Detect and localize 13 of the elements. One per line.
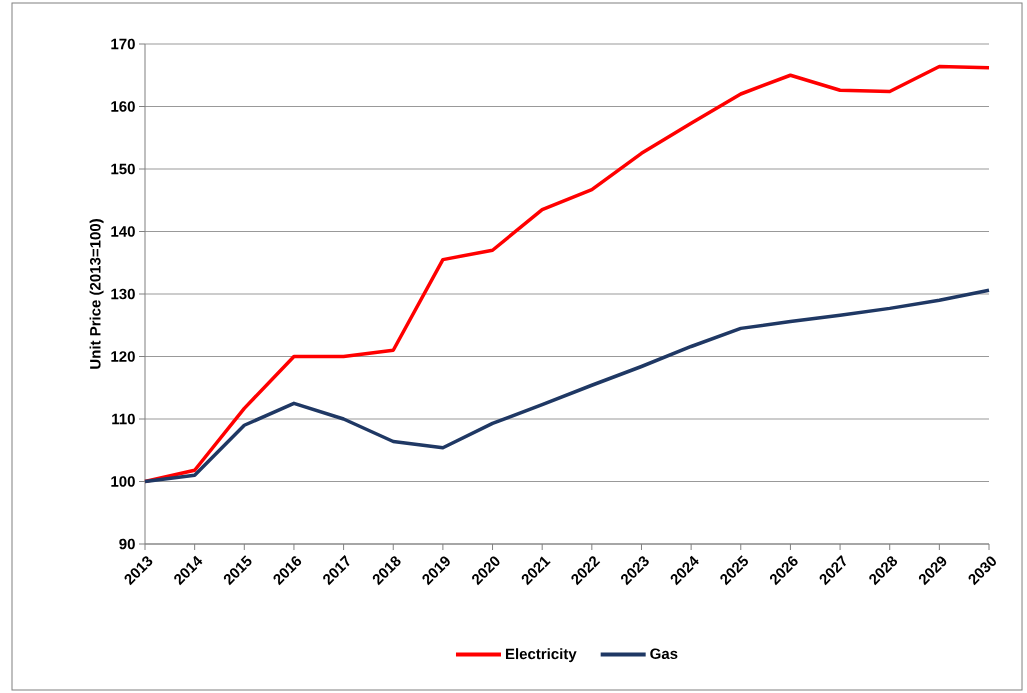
line-series	[143, 288, 991, 484]
y-tick-label: 170	[111, 38, 135, 50]
y-axis-title: Unit Price (2013=100)	[89, 219, 104, 369]
legend-label: Electricity	[505, 648, 577, 663]
y-tick-label: 120	[111, 351, 135, 362]
y-tick-label: 150	[111, 163, 135, 175]
y-tick-label: 90	[119, 538, 135, 550]
y-tick-label: 130	[111, 288, 135, 300]
y-tick-label: 160	[111, 101, 135, 112]
y-tick-label: 100	[111, 476, 135, 487]
legend-label: Gas	[650, 648, 678, 660]
y-tick-label: 110	[112, 413, 135, 425]
y-tick-label: 140	[111, 226, 135, 237]
